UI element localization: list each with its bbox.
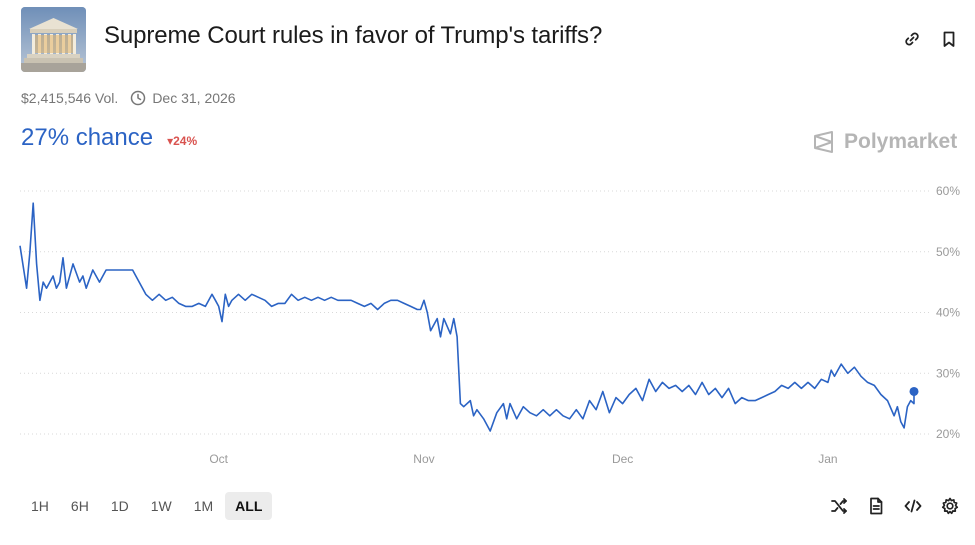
shuffle-icon[interactable]: [829, 496, 849, 516]
document-icon[interactable]: [866, 496, 886, 516]
range-button-1d[interactable]: 1D: [110, 498, 129, 514]
range-button-1h[interactable]: 1H: [31, 498, 49, 514]
end-date-text: Dec 31, 2026: [152, 90, 236, 106]
y-tick-label: 40%: [936, 306, 960, 320]
time-range-selector: 1H 6H 1D 1W 1M ALL: [21, 492, 274, 520]
x-tick-label: Jan: [818, 452, 837, 466]
chance-value: 27% chance: [21, 124, 154, 151]
x-tick-label: Nov: [413, 452, 434, 466]
x-axis-ticks: Oct Nov Dec Jan: [209, 452, 837, 466]
range-button-1w[interactable]: 1W: [150, 498, 172, 514]
down-triangle-icon: ▾: [167, 134, 174, 148]
market-title: Supreme Court rules in favor of Trump's …: [104, 22, 603, 49]
polymarket-logo-icon: [814, 131, 833, 153]
y-axis-ticks: 60% 50% 40% 30% 20%: [936, 184, 960, 441]
price-chart: 60% 50% 40% 30% 20% Oct Nov Dec Jan: [19, 184, 960, 466]
y-tick-label: 30%: [936, 366, 960, 380]
embed-code-icon[interactable]: [903, 496, 923, 516]
volume-text: $2,415,546 Vol.: [21, 90, 119, 106]
y-tick-label: 50%: [936, 245, 960, 259]
gear-icon[interactable]: [940, 496, 960, 516]
chance-change-value: 24%: [173, 134, 198, 148]
market-thumbnail: [21, 7, 86, 72]
brand-name: Polymarket: [844, 130, 958, 153]
last-point-marker[interactable]: [909, 386, 919, 396]
x-tick-label: Dec: [612, 452, 633, 466]
chance-summary: 27% chance ▾24%: [21, 124, 197, 152]
x-tick-label: Oct: [209, 452, 228, 466]
y-tick-label: 20%: [936, 427, 960, 441]
link-icon[interactable]: [902, 29, 922, 49]
clock-icon: [130, 90, 146, 106]
bookmark-icon[interactable]: [939, 29, 959, 49]
range-button-all[interactable]: ALL: [225, 492, 273, 520]
market-meta: $2,415,546 Vol. Dec 31, 2026: [21, 90, 236, 106]
chart-gridlines: [20, 190, 930, 435]
y-tick-label: 60%: [936, 184, 960, 198]
range-button-1m[interactable]: 1M: [193, 498, 214, 514]
polymarket-logo: Polymarket: [812, 130, 957, 154]
range-button-6h[interactable]: 6H: [70, 498, 89, 514]
series-line: [19, 202, 915, 432]
supreme-court-image: [21, 7, 86, 72]
chance-change: ▾24%: [167, 134, 197, 148]
